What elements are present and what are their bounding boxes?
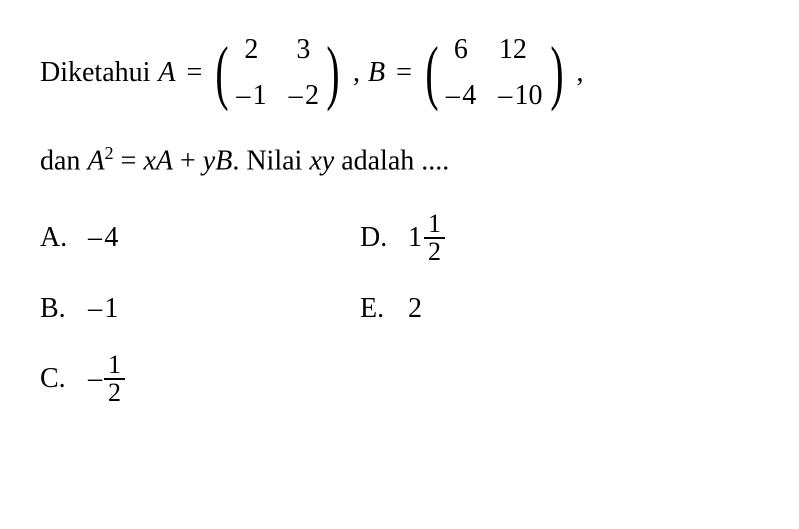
comma-1: ,	[353, 53, 360, 92]
text-dan: dan	[40, 146, 87, 177]
text-adalah: adalah ....	[334, 146, 449, 177]
answer-options: A. – 4 D. 1 1 2 B. – 1 E. 2 C. – 1 2	[40, 211, 640, 406]
option-B-value: – 1	[88, 289, 118, 328]
paren-right-icon: )	[550, 51, 563, 94]
matrix-A: ( 2 3 – 1 – 2 )	[210, 30, 345, 115]
var-A-in-xA: A	[156, 146, 173, 177]
option-C-fraction: 1 2	[104, 352, 125, 406]
equals-sign: =	[114, 146, 144, 177]
option-B-letter: B.	[40, 289, 70, 328]
matA-a11: 2	[236, 30, 266, 69]
problem-second-line: dan A2 = xA + yB. Nilai xy adalah ....	[40, 141, 769, 181]
option-D: D. 1 1 2	[360, 211, 640, 265]
plus-sign: +	[173, 146, 203, 177]
matB-b22: – 10	[498, 76, 542, 115]
matB-b21: – 4	[446, 76, 476, 115]
matrix-B: ( 6 12 – 4 – 10 )	[420, 30, 569, 115]
option-E-value: 2	[408, 289, 422, 328]
option-D-whole: 1	[408, 218, 422, 257]
option-C: C. – 1 2	[40, 352, 320, 406]
matB-b11: 6	[446, 30, 476, 69]
matA-a22: – 2	[289, 76, 319, 115]
equals-B: =	[396, 57, 412, 88]
matA-a21: – 1	[236, 76, 266, 115]
option-A-value: – 4	[88, 218, 118, 257]
var-xy: xy	[309, 146, 334, 177]
text-diketahui: Diketahui	[40, 53, 150, 92]
option-C-letter: C.	[40, 359, 70, 398]
var-y: y	[203, 146, 215, 177]
option-E: E. 2	[360, 289, 640, 328]
var-B: B	[368, 57, 385, 88]
option-E-letter: E.	[360, 289, 390, 328]
var-B-in-yB: B	[215, 146, 232, 177]
option-D-letter: D.	[360, 218, 390, 257]
A-squared-base: A	[87, 146, 104, 177]
matA-a12: 3	[288, 30, 318, 69]
text-nilai: . Nilai	[232, 146, 309, 177]
option-D-den: 2	[424, 237, 445, 265]
comma-2: ,	[577, 53, 584, 92]
equals-A: =	[187, 57, 203, 88]
option-D-fraction: 1 2	[424, 211, 445, 265]
option-C-neg: –	[88, 359, 102, 398]
var-x: x	[143, 146, 155, 177]
problem-first-line: Diketahui A = ( 2 3 – 1 – 2 ) , B = ( 6 …	[40, 30, 769, 115]
option-C-den: 2	[104, 378, 125, 406]
A-squared-exp: 2	[105, 143, 114, 163]
matB-b12: 12	[498, 30, 528, 69]
paren-left-icon: (	[216, 51, 229, 94]
option-C-num: 1	[104, 352, 125, 378]
paren-right-icon: )	[326, 51, 339, 94]
option-B: B. – 1	[40, 289, 320, 328]
var-A: A	[158, 57, 175, 88]
option-D-num: 1	[424, 211, 445, 237]
option-A-letter: A.	[40, 218, 70, 257]
paren-left-icon: (	[425, 51, 438, 94]
option-A: A. – 4	[40, 211, 320, 265]
